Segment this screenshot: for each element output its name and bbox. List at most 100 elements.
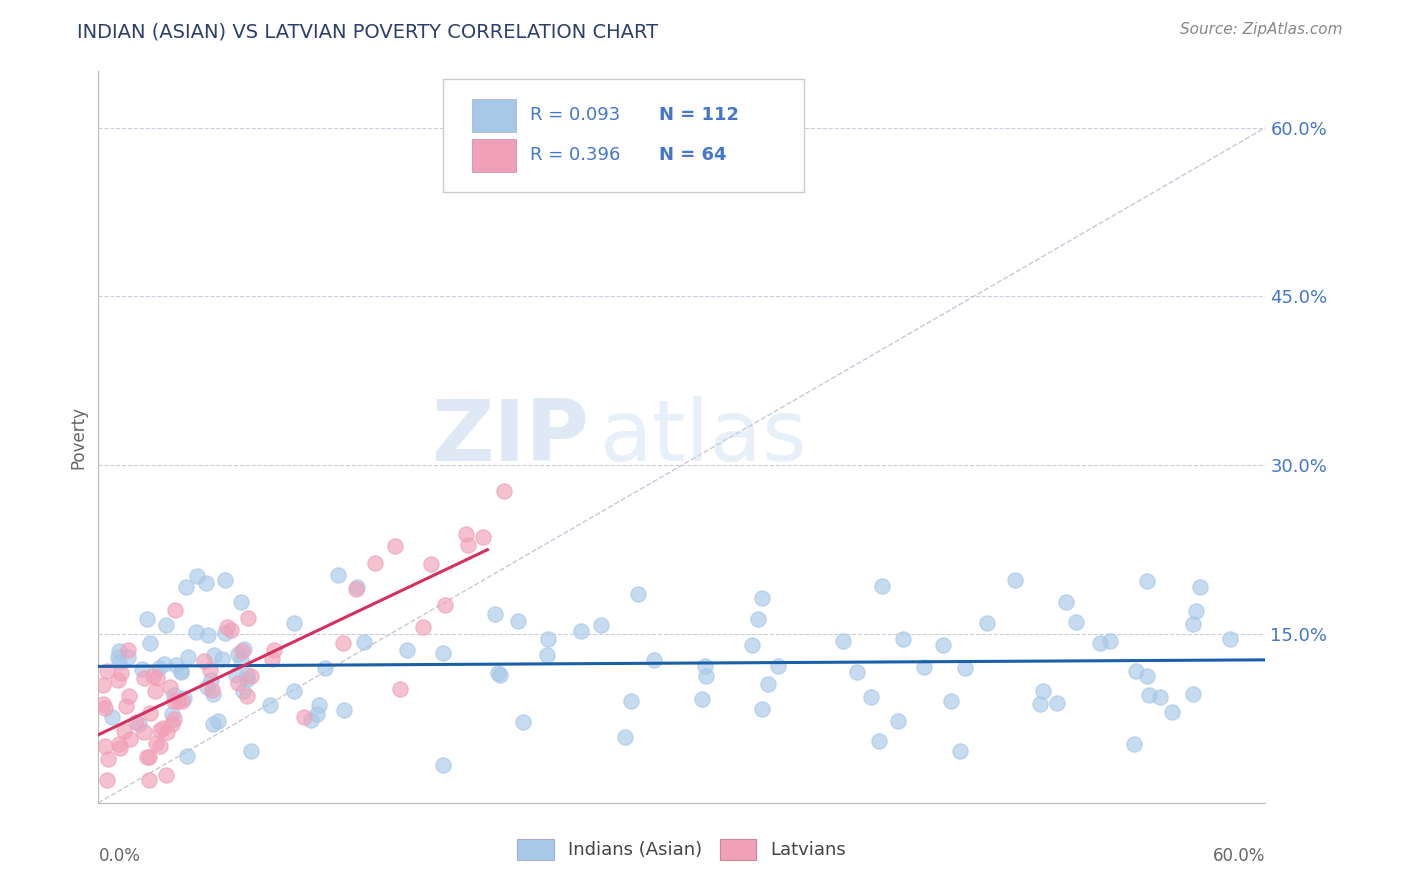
Text: R = 0.396: R = 0.396 — [530, 146, 620, 164]
Point — [308, 698, 330, 713]
Point — [107, 649, 129, 664]
Point — [690, 691, 713, 706]
Point — [207, 714, 229, 729]
Bar — [472, 138, 516, 171]
Point — [93, 701, 115, 715]
Point — [627, 587, 650, 601]
Point — [146, 671, 169, 685]
Point — [326, 567, 349, 582]
Point — [1188, 581, 1211, 595]
Point — [1054, 594, 1077, 608]
Point — [118, 731, 141, 746]
Point — [91, 697, 114, 711]
Point — [457, 538, 479, 552]
Point — [163, 603, 186, 617]
Point — [887, 714, 910, 728]
Point — [136, 612, 159, 626]
Point — [139, 636, 162, 650]
Point — [163, 688, 186, 702]
Y-axis label: Poverty: Poverty — [69, 406, 87, 468]
Point — [167, 694, 190, 708]
Point — [1045, 696, 1067, 710]
Point — [432, 757, 454, 772]
Point — [125, 714, 148, 729]
Point — [860, 690, 883, 705]
Point — [155, 618, 177, 632]
Point — [1098, 634, 1121, 648]
Legend: Indians (Asian), Latvians: Indians (Asian), Latvians — [510, 831, 853, 867]
Point — [1181, 687, 1204, 701]
Point — [1004, 573, 1026, 587]
Point — [283, 615, 305, 630]
Point — [170, 664, 193, 678]
Point — [145, 683, 167, 698]
Point — [96, 773, 118, 788]
Point — [118, 689, 141, 703]
Point — [200, 673, 222, 687]
Text: Source: ZipAtlas.com: Source: ZipAtlas.com — [1180, 22, 1343, 37]
Point — [195, 681, 218, 695]
Point — [420, 557, 443, 571]
Point — [226, 647, 249, 661]
Point — [145, 736, 167, 750]
Point — [307, 707, 329, 722]
Point — [156, 725, 179, 739]
Point — [115, 698, 138, 713]
Point — [512, 714, 534, 729]
Point — [107, 644, 129, 658]
Point — [94, 739, 117, 753]
Point — [198, 663, 221, 677]
Text: 60.0%: 60.0% — [1213, 847, 1265, 864]
Point — [434, 599, 457, 613]
Point — [1029, 697, 1052, 711]
Point — [1123, 738, 1146, 752]
Point — [201, 683, 224, 698]
Point — [569, 624, 592, 639]
Point — [891, 632, 914, 647]
Point — [506, 614, 529, 628]
Text: atlas: atlas — [600, 395, 808, 479]
Point — [219, 623, 242, 637]
Point — [1219, 632, 1241, 646]
Point — [232, 684, 254, 698]
Point — [202, 717, 225, 731]
Point — [396, 642, 419, 657]
Point — [152, 657, 174, 672]
Point — [159, 680, 181, 694]
Point — [152, 722, 174, 736]
Point — [741, 638, 763, 652]
Point — [149, 723, 172, 738]
Point — [955, 660, 977, 674]
Point — [591, 617, 613, 632]
Point — [235, 672, 257, 686]
Point — [160, 707, 183, 722]
Point — [174, 580, 197, 594]
Point — [332, 636, 354, 650]
Point — [172, 694, 194, 708]
Point — [1136, 669, 1159, 683]
Point — [148, 660, 170, 674]
Point — [484, 607, 506, 621]
Point — [384, 539, 406, 553]
Point — [128, 716, 150, 731]
Point — [1090, 636, 1112, 650]
Point — [186, 569, 208, 583]
Point — [471, 530, 494, 544]
Point — [695, 669, 717, 683]
Point — [100, 710, 122, 724]
Point — [231, 644, 253, 658]
Point — [747, 612, 769, 626]
Point — [108, 737, 131, 751]
Point — [614, 731, 637, 745]
Point — [197, 628, 219, 642]
Point — [193, 654, 215, 668]
Point — [537, 632, 560, 646]
Point — [108, 740, 131, 755]
Point — [536, 648, 558, 663]
Point — [107, 673, 129, 688]
Point — [117, 649, 139, 664]
Point — [1161, 705, 1184, 719]
Point — [751, 702, 773, 716]
Point — [112, 724, 135, 739]
Point — [233, 641, 256, 656]
